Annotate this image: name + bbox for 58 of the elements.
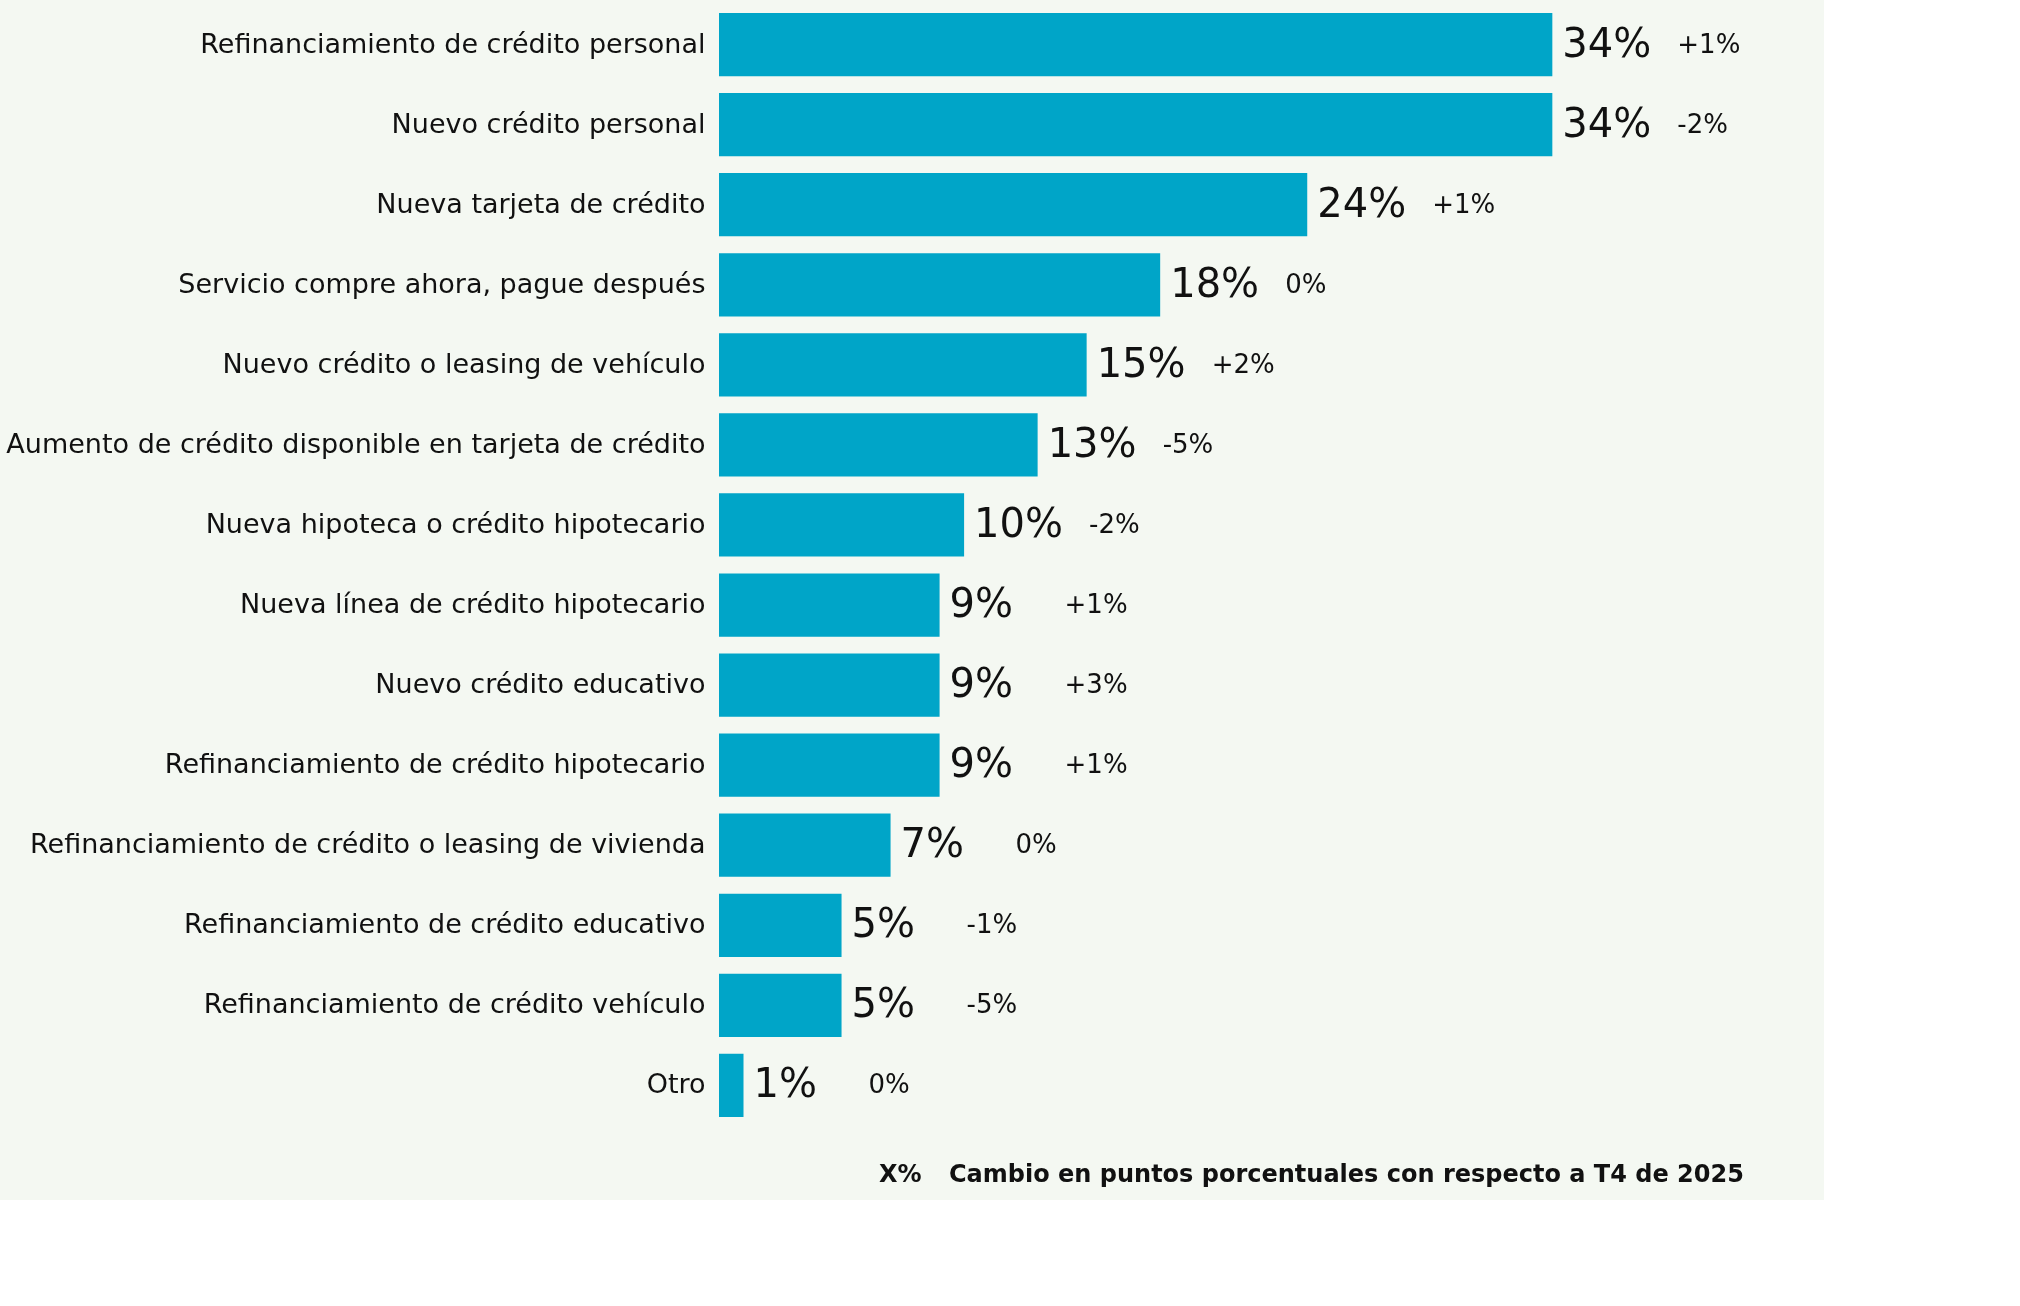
data-label: 10% bbox=[974, 499, 1063, 546]
data-label: 15% bbox=[1096, 339, 1186, 386]
data-label: 9% bbox=[949, 660, 1014, 707]
data-label: 24% bbox=[1317, 179, 1407, 226]
bar bbox=[719, 253, 1161, 317]
annotation: -1% bbox=[966, 909, 1018, 940]
annotation: 0% bbox=[868, 1069, 910, 1100]
bar bbox=[719, 573, 940, 637]
bar bbox=[719, 493, 965, 557]
bar bbox=[719, 653, 940, 717]
y-tick-label: Nuevo crédito educativo bbox=[375, 668, 706, 700]
data-label: 9% bbox=[949, 740, 1014, 787]
data-label: 1% bbox=[753, 1060, 817, 1107]
text: X% bbox=[879, 1160, 922, 1188]
y-tick-label: Nuevo crédito o leasing de vehículo bbox=[222, 347, 706, 379]
annotation: +3% bbox=[1064, 669, 1128, 700]
y-tick-label: Refinanciamiento de crédito vehículo bbox=[203, 988, 706, 1020]
y-tick-label: Nuevo crédito personal bbox=[391, 107, 706, 139]
y-tick-label: Refinanciamiento de crédito o leasing de vivienda bbox=[29, 828, 706, 860]
y-tick-label: Servicio compre ahora, pague después bbox=[178, 267, 706, 299]
text: +1% bbox=[1677, 28, 1741, 59]
annotation: -5% bbox=[966, 989, 1018, 1020]
annotation: 0% bbox=[1285, 268, 1327, 299]
annotation: +1% bbox=[1432, 188, 1496, 219]
annotation: +1% bbox=[1064, 749, 1128, 780]
bar bbox=[719, 93, 1553, 157]
y-tick-label: Nueva hipoteca o crédito hipotecario bbox=[205, 507, 706, 539]
annotation: +2% bbox=[1211, 348, 1275, 379]
annotation: +1% bbox=[1064, 589, 1128, 620]
y-tick-label: Otro bbox=[646, 1068, 706, 1100]
y-tick-label: Nueva línea de crédito hipotecario bbox=[240, 588, 706, 620]
data-label: 9% bbox=[949, 580, 1014, 627]
text: -2% bbox=[1677, 108, 1728, 139]
y-tick-label: Aumento de crédito disponible en tarjeta de crédito bbox=[6, 427, 706, 459]
bar bbox=[719, 1053, 744, 1117]
data-label: 18% bbox=[1170, 259, 1260, 306]
bar bbox=[719, 973, 842, 1037]
bar bbox=[719, 893, 842, 957]
bar bbox=[719, 333, 1087, 397]
bar bbox=[719, 413, 1038, 477]
data-label: 13% bbox=[1047, 419, 1137, 466]
bar bbox=[719, 173, 1308, 237]
y-tick-label: Refinanciamiento de crédito personal bbox=[200, 27, 706, 59]
data-label: 34% bbox=[1562, 19, 1652, 66]
bar bbox=[719, 733, 940, 797]
text: Cambio en puntos porcentuales con respecto a T4 de 2025 bbox=[949, 1160, 1744, 1188]
annotation: -5% bbox=[1162, 428, 1214, 459]
annotation: -2% bbox=[1089, 508, 1140, 539]
data-label: 34% bbox=[1562, 99, 1652, 146]
bar bbox=[719, 13, 1553, 77]
y-tick-label: Refinanciamiento de crédito educativo bbox=[183, 908, 706, 940]
data-label: 5% bbox=[851, 900, 916, 947]
data-label: 5% bbox=[851, 980, 916, 1027]
bar bbox=[719, 813, 891, 877]
annotation: 0% bbox=[1015, 829, 1057, 860]
y-tick-label: Nueva tarjeta de crédito bbox=[376, 187, 706, 219]
y-tick-label: Refinanciamiento de crédito hipotecario bbox=[164, 748, 706, 780]
data-label: 7% bbox=[900, 820, 965, 867]
